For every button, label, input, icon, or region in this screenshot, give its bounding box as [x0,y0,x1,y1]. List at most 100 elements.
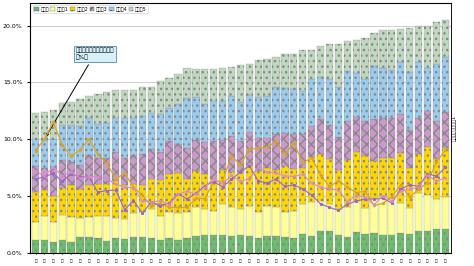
Bar [335,209,342,235]
Bar [192,140,200,171]
Bar [219,171,226,204]
Bar [353,117,360,152]
Bar [237,65,244,102]
Bar [397,114,404,153]
Bar [246,95,253,132]
Bar [433,22,440,64]
Bar [353,73,360,117]
Bar [353,40,360,73]
Bar [353,152,360,201]
Bar [370,119,378,161]
Bar [326,79,333,125]
Bar [237,235,244,253]
Bar [379,158,387,197]
Bar [67,185,75,217]
Bar [59,103,66,125]
Bar [415,154,422,193]
Bar [130,90,137,118]
Bar [76,218,84,238]
Bar [264,138,271,168]
Bar [299,91,306,134]
Bar [76,238,84,253]
Bar [148,113,155,149]
Bar [50,168,57,196]
Bar [388,70,395,118]
Bar [85,155,92,185]
Bar [156,240,164,253]
Bar [362,79,369,121]
Bar [353,201,360,232]
Bar [41,140,48,168]
Bar [237,141,244,172]
Bar [344,207,351,237]
Bar [344,41,351,71]
Bar [121,239,128,253]
Bar [85,237,92,253]
Bar [273,207,280,236]
Bar [388,200,395,235]
Bar [397,203,404,233]
Bar [50,242,57,253]
Bar [192,207,200,236]
Bar [344,71,351,121]
Bar [32,167,39,192]
Bar [94,94,101,124]
Bar [433,229,440,253]
Bar [219,204,226,235]
Bar [94,238,101,253]
Bar [85,96,92,118]
Bar [326,159,333,204]
Bar [59,125,66,160]
Bar [174,213,182,240]
Bar [228,96,235,136]
Bar [362,234,369,253]
Bar [370,161,378,198]
Bar [317,77,324,119]
Bar [379,68,387,118]
Legend: 要支援, 要介護1, 要介護2, 要介護3, 要介護4, 要介護5: 要支援, 要介護1, 要介護2, 要介護3, 要介護4, 要介護5 [33,5,148,13]
Bar [415,26,422,61]
Bar [156,114,164,152]
Bar [201,142,209,174]
Bar [228,207,235,236]
Bar [50,196,57,222]
Bar [370,33,378,66]
Bar [148,238,155,253]
Bar [50,110,57,139]
Bar [183,68,191,98]
Bar [281,54,289,89]
Bar [41,168,48,190]
Bar [67,242,75,253]
Bar [237,209,244,235]
Bar [192,171,200,207]
Bar [362,38,369,79]
Bar [299,50,306,91]
Bar [362,208,369,234]
Bar [326,125,333,159]
Bar [335,138,342,170]
Bar [210,178,217,211]
Bar [210,101,217,142]
Bar [219,68,226,101]
Bar [273,134,280,170]
Bar [388,30,395,70]
Bar [32,222,39,240]
Bar [32,240,39,253]
Bar [246,236,253,253]
Bar [103,157,110,184]
Bar [255,138,262,171]
Bar [228,236,235,253]
Bar [41,240,48,253]
Bar [424,147,431,195]
Bar [201,174,209,209]
Bar [219,235,226,253]
Bar [379,30,387,68]
Bar [362,121,369,156]
Bar [353,232,360,253]
Bar [406,168,413,207]
Bar [67,125,75,162]
Bar [281,212,289,237]
Bar [406,72,413,130]
Bar [397,29,404,62]
Bar [433,159,440,199]
